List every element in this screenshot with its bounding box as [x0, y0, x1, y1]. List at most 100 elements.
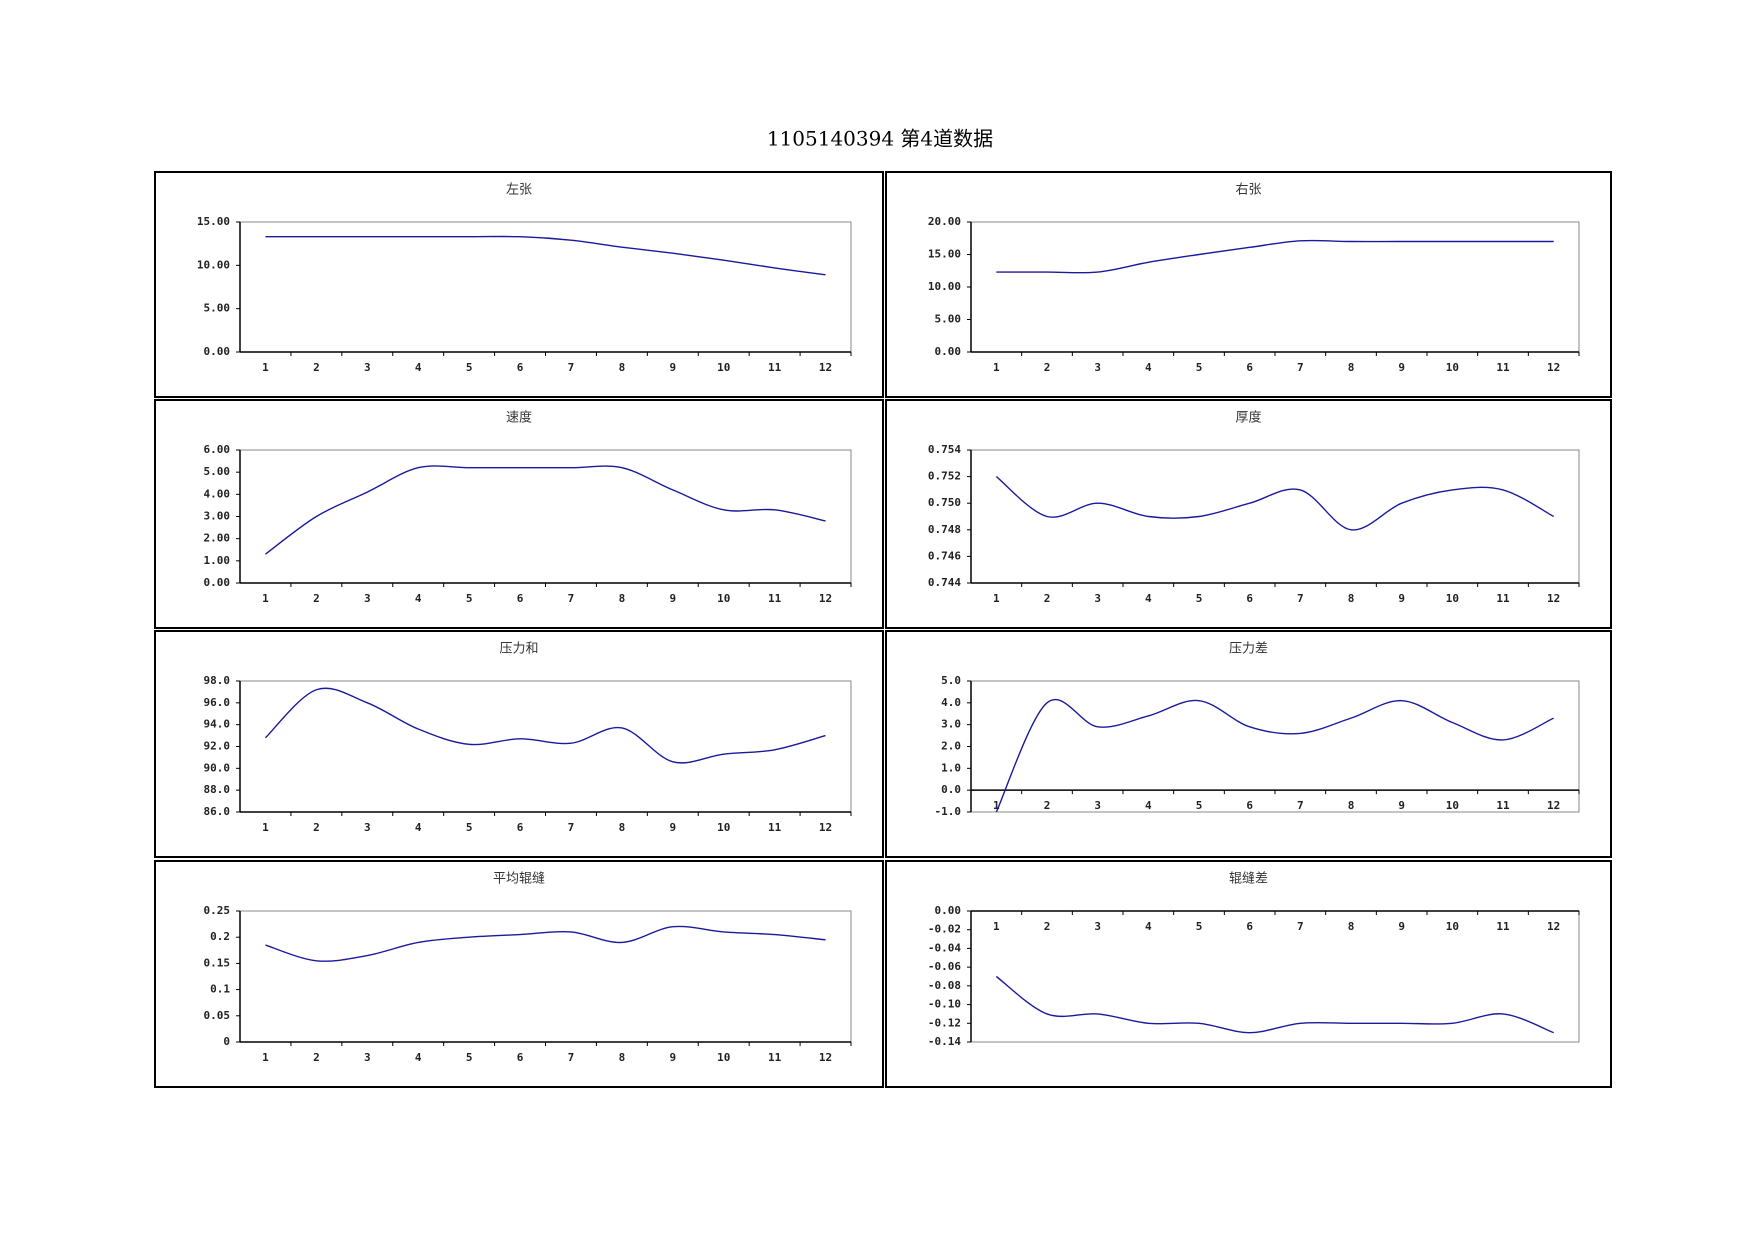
x-tick-label: 12: [1547, 361, 1560, 374]
x-tick-label: 11: [1496, 799, 1510, 812]
panel-frame: [154, 860, 884, 1088]
y-tick-label: 0.00: [935, 904, 962, 917]
y-tick-label: 0.752: [928, 470, 961, 483]
x-tick-label: 5: [1196, 799, 1203, 812]
x-tick-label: 11: [768, 592, 782, 605]
x-tick-label: 9: [669, 592, 676, 605]
x-tick-label: 7: [1297, 361, 1304, 374]
chart-title: 右张: [1235, 183, 1261, 198]
y-tick-label: -0.04: [928, 941, 961, 954]
x-tick-label: 8: [1348, 361, 1355, 374]
y-tick-label: 0.748: [928, 523, 961, 536]
x-tick-label: 4: [415, 1051, 422, 1064]
line: [265, 925, 826, 962]
y-tick-label: 0.25: [204, 904, 231, 917]
y-tick-label: 86.0: [204, 805, 231, 818]
line: [264, 687, 826, 764]
x-tick-label: 10: [717, 1051, 730, 1064]
y-tick-label: 0.750: [928, 496, 961, 509]
panel-frame: [154, 171, 884, 398]
y-tick-label: 0.744: [928, 576, 961, 589]
y-tick-label: 0: [223, 1035, 230, 1048]
plot-area: [239, 221, 852, 353]
plot-area: [970, 910, 1580, 1043]
x-tick-label: 11: [1496, 361, 1510, 374]
x-tick-label: 3: [1094, 920, 1101, 933]
x-tick-label: 6: [517, 592, 524, 605]
y-tick-label: 10.00: [197, 258, 230, 271]
x-tick-label: 7: [568, 361, 575, 374]
x-tick-label: 10: [1446, 799, 1459, 812]
plot-area: [239, 680, 852, 813]
x-tick-label: 7: [568, 592, 575, 605]
x-tick-label: 11: [768, 821, 782, 834]
y-tick-label: 15.00: [197, 215, 230, 228]
x-tick-label: 12: [819, 821, 832, 834]
y-tick-label: 92.0: [204, 740, 231, 753]
x-tick-label: 9: [669, 1051, 676, 1064]
x-tick-label: 3: [1094, 799, 1101, 812]
y-tick-label: 98.0: [204, 674, 231, 687]
y-tick-label: 5.00: [204, 465, 231, 478]
x-tick-label: 8: [1348, 799, 1355, 812]
x-tick-label: 12: [1547, 799, 1560, 812]
y-tick-label: 1.00: [204, 554, 231, 567]
y-tick-label: 4.00: [204, 487, 231, 500]
x-tick-label: 2: [313, 592, 320, 605]
y-tick-label: 0.0: [941, 783, 961, 796]
x-tick-label: 3: [364, 821, 371, 834]
x-tick-label: 10: [1446, 361, 1459, 374]
x-tick-label: 11: [1496, 920, 1510, 933]
y-tick-label: -0.08: [928, 979, 961, 992]
x-tick-label: 10: [717, 361, 730, 374]
plot-area: [239, 910, 852, 1043]
x-tick-label: 6: [1246, 361, 1253, 374]
x-tick-label: 7: [568, 1051, 575, 1064]
x-tick-label: 1: [993, 592, 1000, 605]
y-tick-label: 0.1: [210, 983, 230, 996]
x-tick-label: 8: [619, 1051, 626, 1064]
chart-title: 左张: [506, 183, 532, 198]
x-tick-label: 12: [819, 1051, 832, 1064]
x-tick-label: 1: [993, 920, 1000, 933]
x-tick-label: 2: [313, 1051, 320, 1064]
y-tick-label: 0.2: [210, 930, 230, 943]
y-tick-label: 2.0: [941, 740, 961, 753]
y-tick-label: 0.00: [204, 576, 231, 589]
x-tick-label: 8: [1348, 592, 1355, 605]
x-tick-label: 5: [1196, 592, 1203, 605]
panel-frame: [885, 171, 1612, 398]
y-tick-label: 1.0: [941, 761, 961, 774]
x-tick-label: 9: [1398, 592, 1405, 605]
x-tick-label: 7: [1297, 592, 1304, 605]
x-tick-label: 3: [1094, 592, 1101, 605]
x-tick-label: 9: [1398, 920, 1405, 933]
x-tick-label: 2: [1044, 920, 1051, 933]
x-tick-label: 8: [619, 361, 626, 374]
panel-frame: [885, 399, 1612, 629]
line: [265, 235, 826, 276]
y-tick-label: 0.754: [928, 443, 961, 456]
x-tick-label: 11: [768, 361, 782, 374]
x-tick-label: 6: [517, 361, 524, 374]
x-tick-label: 4: [1145, 799, 1152, 812]
x-tick-label: 2: [1044, 361, 1051, 374]
x-tick-label: 2: [313, 361, 320, 374]
panel-frame: [885, 630, 1612, 858]
y-tick-label: 88.0: [204, 783, 231, 796]
y-tick-label: -0.06: [928, 960, 961, 973]
y-tick-label: 90.0: [204, 761, 231, 774]
x-tick-label: 5: [466, 821, 473, 834]
x-tick-label: 3: [364, 592, 371, 605]
y-tick-label: -1.0: [935, 805, 962, 818]
x-tick-label: 4: [1145, 920, 1152, 933]
x-tick-label: 10: [1446, 920, 1459, 933]
chart-title: 厚度: [1235, 410, 1261, 426]
y-tick-label: 10.00: [928, 280, 961, 293]
page-title: 1105140394 第4道数据: [767, 127, 993, 151]
chart-title: 平均辊缝: [493, 872, 545, 887]
chart-title: 速度: [506, 410, 532, 426]
y-tick-label: 20.00: [928, 215, 961, 228]
chart-title: 压力和: [499, 642, 538, 657]
